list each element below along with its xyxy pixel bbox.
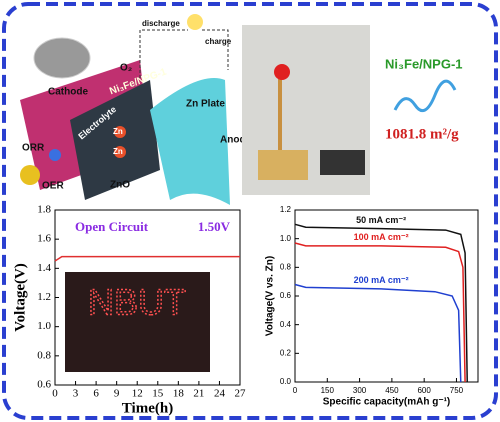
surface-area: 1081.8 m²/g bbox=[385, 126, 459, 142]
x-tick-label: 600 bbox=[417, 386, 431, 395]
nbut-photo bbox=[65, 272, 210, 372]
series-line bbox=[54, 255, 240, 262]
series-line bbox=[294, 242, 466, 383]
x-tick-label: 24 bbox=[214, 388, 226, 400]
series-line bbox=[294, 223, 468, 383]
label: ORR bbox=[22, 143, 45, 154]
label: Zn bbox=[113, 127, 123, 136]
x-tick-label: 12 bbox=[132, 388, 143, 400]
x-tick-label: 21 bbox=[193, 388, 204, 400]
label: OER bbox=[42, 181, 64, 192]
y-tick-label: 0.0 bbox=[280, 377, 292, 386]
photo-stand bbox=[278, 75, 282, 155]
photo-cell bbox=[320, 150, 365, 175]
y-axis-label: Voltage(V vs. Zn) bbox=[265, 256, 276, 336]
label: Cathode bbox=[48, 87, 88, 98]
y-tick-label: 0.2 bbox=[280, 348, 292, 357]
zn-ion bbox=[114, 146, 126, 158]
x-tick-label: 15 bbox=[152, 388, 164, 400]
x-tick-label: 0 bbox=[293, 386, 298, 395]
x-tick-label: 9 bbox=[114, 388, 120, 400]
y-tick-label: 0.8 bbox=[37, 349, 51, 361]
x-tick-label: 750 bbox=[450, 386, 464, 395]
squiggle bbox=[393, 79, 457, 113]
x-tick-label: 27 bbox=[235, 388, 247, 400]
photo-base bbox=[258, 150, 308, 180]
y-tick-label: 0.6 bbox=[280, 291, 292, 300]
label: Zn bbox=[113, 147, 123, 156]
x-axis-label: Time(h) bbox=[122, 400, 173, 416]
x-axis-label: Specific capacity(mAh g⁻¹) bbox=[323, 397, 451, 408]
y-tick-label: 1.0 bbox=[37, 320, 51, 332]
material-name: Ni₃Fe/NPG-1 bbox=[385, 56, 463, 71]
label: O₂ bbox=[120, 63, 132, 74]
label: charge bbox=[205, 37, 232, 46]
y-tick-label: 1.4 bbox=[37, 262, 51, 274]
y-tick-label: 0.8 bbox=[280, 262, 292, 271]
x-tick-label: 150 bbox=[321, 386, 335, 395]
series-label: 100 mA cm⁻² bbox=[354, 232, 409, 242]
y-tick-label: 1.2 bbox=[37, 291, 51, 303]
series-line bbox=[294, 283, 462, 383]
cycle-icon bbox=[20, 165, 40, 185]
y-tick-label: 1.2 bbox=[280, 205, 292, 214]
y-tick-label: 0.4 bbox=[280, 320, 292, 329]
series-label: 50 mA cm⁻² bbox=[356, 215, 406, 225]
sem-inset bbox=[33, 37, 91, 79]
y-tick-label: 1.8 bbox=[37, 204, 51, 216]
y-tick-label: 0.6 bbox=[37, 379, 51, 391]
series-label: 200 mA cm⁻² bbox=[354, 275, 409, 285]
y-tick-label: 1.0 bbox=[280, 234, 292, 243]
o2-molecule bbox=[49, 149, 61, 161]
photo-ball bbox=[274, 64, 290, 80]
y-axis-label: Voltage(V) bbox=[12, 263, 28, 332]
x-tick-label: 450 bbox=[385, 386, 399, 395]
electrolyte-slab bbox=[70, 80, 160, 200]
label: discharge bbox=[142, 19, 180, 28]
y-tick-label: 1.6 bbox=[37, 233, 51, 245]
label: Anode bbox=[220, 135, 252, 146]
label: Zn Plate bbox=[186, 99, 225, 110]
annotation: Open Circuit bbox=[75, 219, 149, 234]
x-tick-label: 300 bbox=[353, 386, 367, 395]
circuit bbox=[139, 29, 229, 78]
zn-ion bbox=[114, 126, 126, 138]
x-tick-label: 6 bbox=[93, 388, 99, 400]
zn-plate bbox=[150, 78, 230, 205]
bulb bbox=[187, 14, 203, 30]
label: ZnO bbox=[110, 180, 130, 191]
x-tick-label: 18 bbox=[173, 388, 185, 400]
x-tick-label: 0 bbox=[52, 388, 58, 400]
photo-text: NBUT bbox=[88, 282, 186, 323]
x-tick-label: 3 bbox=[73, 388, 79, 400]
annotation: 1.50V bbox=[198, 219, 231, 234]
